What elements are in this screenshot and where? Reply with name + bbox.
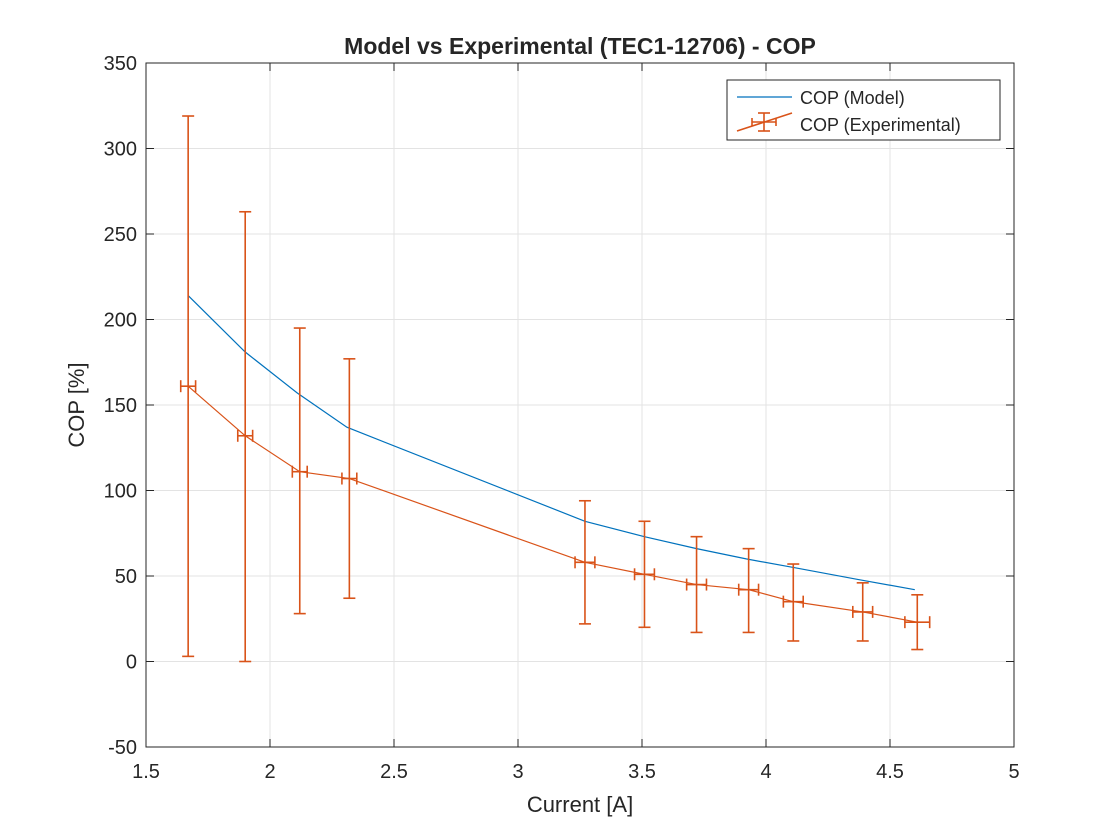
error-bar-point bbox=[633, 520, 656, 629]
x-tick-label: 4 bbox=[760, 761, 771, 783]
error-bar-point bbox=[179, 115, 197, 658]
series-layer bbox=[179, 115, 931, 663]
x-tick-label: 2.5 bbox=[380, 761, 408, 783]
chart-title: Model vs Experimental (TEC1-12706) - COP bbox=[344, 33, 816, 59]
legend-experimental-label: COP (Experimental) bbox=[800, 115, 961, 135]
x-axis-label: Current [A] bbox=[527, 792, 633, 817]
x-tick-label: 4.5 bbox=[876, 761, 904, 783]
error-bar-point bbox=[737, 547, 760, 634]
error-bar-point bbox=[904, 594, 931, 651]
error-bar-point bbox=[341, 358, 358, 600]
error-bar-point bbox=[851, 582, 874, 642]
error-bar-point bbox=[685, 535, 708, 634]
error-bar-point bbox=[236, 210, 254, 663]
x-tick-label: 5 bbox=[1008, 761, 1019, 783]
legend-box bbox=[726, 79, 1001, 141]
x-tick-label: 3.5 bbox=[628, 761, 656, 783]
legend-experimental-swatch bbox=[736, 112, 793, 132]
y-tick-label: 50 bbox=[115, 566, 137, 588]
y-tick-label: 200 bbox=[104, 310, 137, 332]
x-tick-label: 2 bbox=[264, 761, 275, 783]
y-tick-label: 150 bbox=[104, 395, 137, 417]
legend-model-label: COP (Model) bbox=[800, 88, 905, 108]
y-tick-label: 350 bbox=[104, 53, 137, 75]
y-tick-label: 300 bbox=[104, 139, 137, 161]
y-tick-label: -50 bbox=[108, 737, 137, 759]
grid-lines bbox=[146, 63, 1014, 747]
y-tick-label: 250 bbox=[104, 224, 137, 246]
legend: COP (Model) COP (Experimental) bbox=[726, 79, 1001, 141]
axis-ticks: 1.5 2 2.5 3 3.5 4 4.5 5 -50 0 50 100 150 200 250 300 350 bbox=[104, 53, 1020, 783]
error-bar-point bbox=[782, 563, 805, 642]
y-axis-label: COP [%] bbox=[64, 362, 89, 447]
x-tick-label: 1.5 bbox=[132, 761, 160, 783]
error-bar-point bbox=[574, 499, 596, 625]
x-tick-label: 3 bbox=[512, 761, 523, 783]
y-tick-label: 100 bbox=[104, 481, 137, 503]
y-tick-label: 0 bbox=[126, 652, 137, 674]
error-bar-point bbox=[291, 327, 309, 615]
